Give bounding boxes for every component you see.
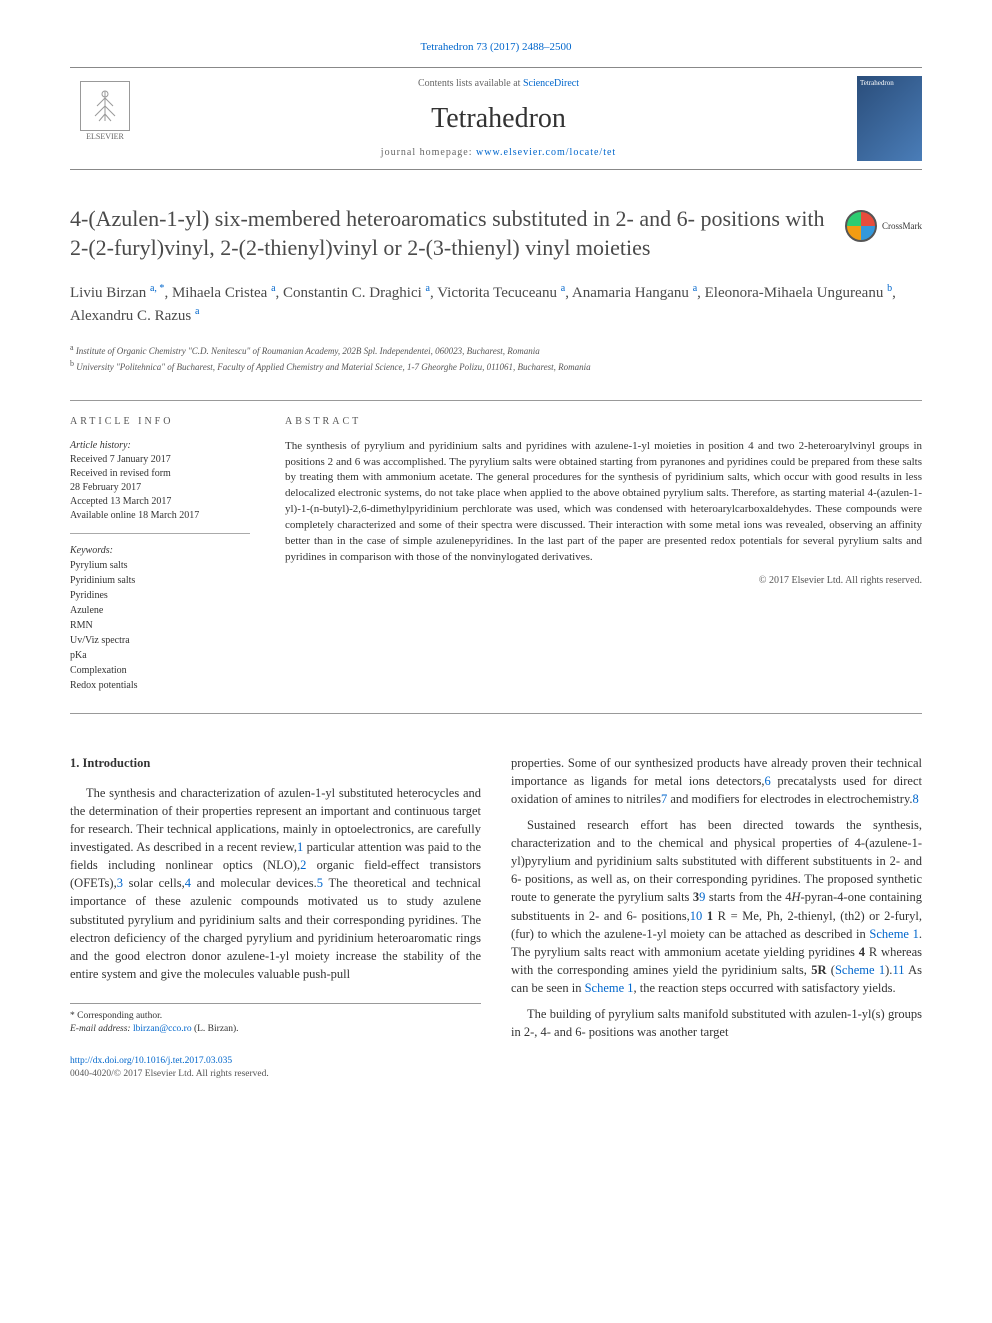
keyword: RMN	[70, 618, 250, 633]
history-line: Received in revised form	[70, 467, 250, 481]
sciencedirect-link[interactable]: ScienceDirect	[523, 78, 579, 89]
citation-ref[interactable]: 1	[297, 840, 303, 854]
corresponding-email-line: E-mail address: lbirzan@cco.ro (L. Birza…	[70, 1023, 481, 1036]
affiliations: a Institute of Organic Chemistry "C.D. N…	[70, 342, 922, 375]
keyword: pKa	[70, 648, 250, 663]
right-column: properties. Some of our synthesized prod…	[511, 754, 922, 1083]
citation-ref[interactable]: 3	[117, 876, 123, 890]
abstract-heading: ABSTRACT	[285, 415, 922, 429]
citation-ref[interactable]: 9	[699, 890, 705, 904]
body-columns: 1. Introduction The synthesis and charac…	[70, 754, 922, 1083]
abstract-column: ABSTRACT The synthesis of pyrylium and p…	[285, 415, 922, 693]
keywords-block: Keywords: Pyrylium salts Pyridinium salt…	[70, 544, 250, 693]
article-history: Article history: Received 7 January 2017…	[70, 439, 250, 534]
scheme-link[interactable]: Scheme 1	[869, 927, 918, 941]
contents-available-line: Contents lists available at ScienceDirec…	[160, 77, 837, 91]
author-email-link[interactable]: lbirzan@cco.ro	[133, 1024, 192, 1034]
affiliation: b University "Politehnica" of Bucharest,…	[70, 358, 922, 375]
abstract-text: The synthesis of pyrylium and pyridinium…	[285, 439, 922, 567]
body-paragraph: The synthesis and characterization of az…	[70, 784, 481, 983]
corresponding-author-line: * Corresponding author.	[70, 1010, 481, 1023]
keywords-label: Keywords:	[70, 544, 250, 558]
abstract-copyright: © 2017 Elsevier Ltd. All rights reserved…	[285, 574, 922, 588]
history-line: 28 February 2017	[70, 481, 250, 495]
elsevier-tree-icon	[80, 81, 130, 131]
affiliation: a Institute of Organic Chemistry "C.D. N…	[70, 342, 922, 359]
article-info-column: ARTICLE INFO Article history: Received 7…	[70, 415, 250, 693]
left-column: 1. Introduction The synthesis and charac…	[70, 754, 481, 1083]
keyword: Redox potentials	[70, 678, 250, 693]
journal-name: Tetrahedron	[160, 99, 837, 138]
body-paragraph: Sustained research effort has been direc…	[511, 816, 922, 997]
article-title: 4-(Azulen-1-yl) six-membered heteroaroma…	[70, 205, 922, 262]
citation-ref[interactable]: 8	[913, 792, 919, 806]
journal-masthead: ELSEVIER Contents lists available at Sci…	[70, 67, 922, 170]
history-label: Article history:	[70, 439, 250, 453]
elsevier-logo: ELSEVIER	[70, 81, 140, 156]
journal-cover-thumbnail: Tetrahedron	[857, 76, 922, 161]
scheme-link[interactable]: Scheme 1	[585, 981, 634, 995]
citation-ref[interactable]: 10	[690, 909, 703, 923]
citation-ref[interactable]: 2	[300, 858, 306, 872]
issn-copyright: 0040-4020/© 2017 Elsevier Ltd. All right…	[70, 1069, 269, 1079]
history-line: Accepted 13 March 2017	[70, 495, 250, 509]
body-paragraph: The building of pyrylium salts manifold …	[511, 1005, 922, 1041]
citation-ref[interactable]: 7	[661, 792, 667, 806]
journal-homepage-line: journal homepage: www.elsevier.com/locat…	[160, 146, 837, 160]
doi-link[interactable]: http://dx.doi.org/10.1016/j.tet.2017.03.…	[70, 1056, 232, 1066]
citation-header: Tetrahedron 73 (2017) 2488–2500	[70, 40, 922, 55]
keyword: Pyridines	[70, 588, 250, 603]
keyword: Pyridinium salts	[70, 573, 250, 588]
publisher-name: ELSEVIER	[86, 131, 124, 142]
citation-ref[interactable]: 5	[317, 876, 323, 890]
author-list: Liviu Birzan a, *, Mihaela Cristea a, Co…	[70, 281, 922, 328]
scheme-link[interactable]: Scheme 1	[835, 963, 885, 977]
crossmark-icon	[845, 210, 877, 242]
keyword: Pyrylium salts	[70, 558, 250, 573]
citation-ref[interactable]: 11	[892, 963, 904, 977]
citation-ref[interactable]: 6	[765, 774, 771, 788]
crossmark-label: CrossMark	[882, 221, 922, 233]
keyword: Azulene	[70, 603, 250, 618]
section-heading: 1. Introduction	[70, 754, 481, 772]
footer-doi-block: http://dx.doi.org/10.1016/j.tet.2017.03.…	[70, 1055, 481, 1083]
citation-ref[interactable]: 4	[185, 876, 191, 890]
history-line: Received 7 January 2017	[70, 453, 250, 467]
journal-homepage-link[interactable]: www.elsevier.com/locate/tet	[476, 147, 616, 158]
body-paragraph: properties. Some of our synthesized prod…	[511, 754, 922, 808]
corresponding-author-footnote: * Corresponding author. E-mail address: …	[70, 1003, 481, 1037]
keyword: Uv/Viz spectra	[70, 633, 250, 648]
article-info-heading: ARTICLE INFO	[70, 415, 250, 429]
crossmark-widget[interactable]: CrossMark	[845, 210, 922, 242]
keyword: Complexation	[70, 663, 250, 678]
history-line: Available online 18 March 2017	[70, 509, 250, 523]
